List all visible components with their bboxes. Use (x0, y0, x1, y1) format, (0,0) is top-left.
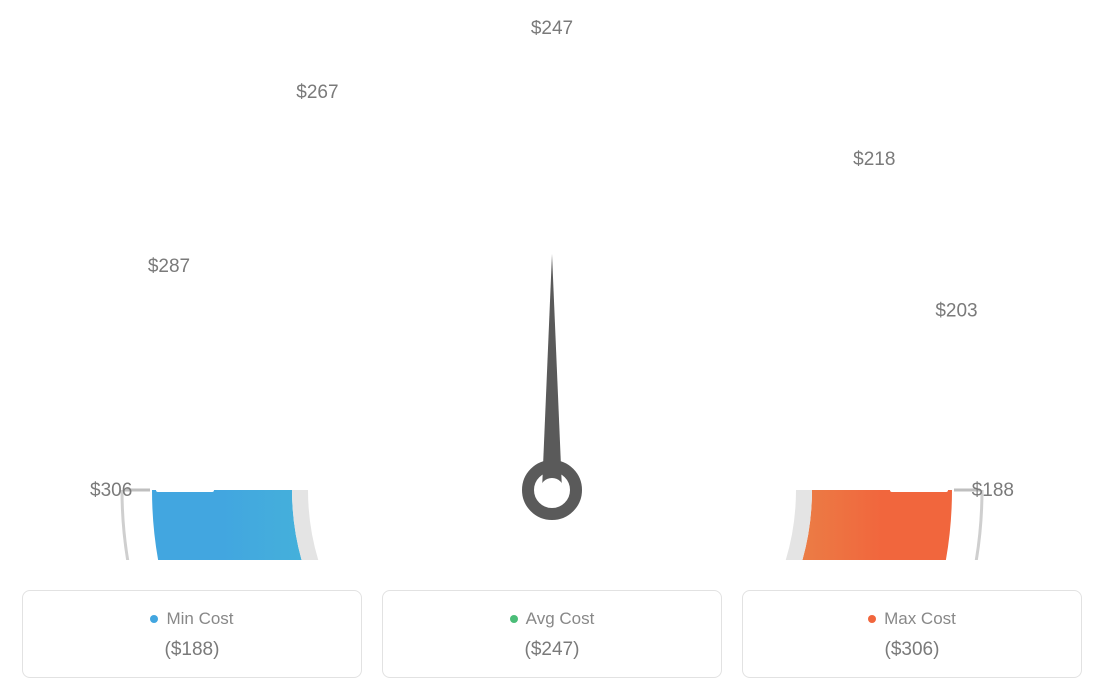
min-cost-value: ($188) (43, 639, 341, 661)
gauge-tick-label: $203 (935, 300, 977, 321)
gauge-tick (164, 424, 194, 429)
cost-gauge-chart: $188 $203 $218 $247 $267 $287 $306 Min Cost ($… (22, 20, 1082, 678)
avg-cost-label-row: Avg Cost (403, 609, 701, 629)
gauge-tick (866, 290, 892, 305)
avg-cost-label: Avg Cost (526, 609, 595, 629)
gauge-tick-label: $188 (972, 480, 1014, 501)
min-cost-dot-icon (150, 615, 158, 623)
gauge-tick (246, 241, 269, 260)
gauge-tick (645, 109, 653, 138)
gauge-tick (415, 121, 425, 149)
avg-cost-card: Avg Cost ($247) (382, 590, 722, 678)
max-cost-label-row: Max Cost (763, 609, 1061, 629)
gauge-tick-label: $267 (296, 82, 338, 103)
max-cost-value: ($306) (763, 639, 1061, 661)
min-cost-label-row: Min Cost (43, 609, 341, 629)
gauge-tick (731, 147, 746, 173)
gauge-needle-hub-inner (540, 478, 564, 502)
gauge-tick (789, 208, 827, 247)
gauge-tick (838, 247, 862, 266)
gauge-tick (180, 360, 208, 370)
gauge-tick-label: $287 (148, 256, 190, 277)
gauge-tick (352, 151, 379, 198)
gauge-tick (913, 438, 943, 442)
summary-cards: Min Cost ($188) Avg Cost ($247) Max Cost… (22, 590, 1082, 678)
avg-cost-dot-icon (510, 615, 518, 623)
gauge-tick (295, 191, 315, 214)
gauge-tick (865, 337, 915, 358)
gauge-tick-label: $218 (853, 149, 895, 170)
max-cost-label: Max Cost (884, 609, 956, 629)
min-cost-card: Min Cost ($188) (22, 590, 362, 678)
gauge-tick (207, 299, 254, 325)
gauge-tick-label: $247 (531, 20, 573, 39)
max-cost-dot-icon (868, 615, 876, 623)
gauge-needle (542, 254, 562, 490)
avg-cost-value: ($247) (403, 639, 701, 661)
min-cost-label: Min Cost (166, 609, 233, 629)
gauge-tick (482, 102, 487, 132)
gauge-tick (903, 386, 932, 394)
max-cost-card: Max Cost ($306) (742, 590, 1082, 678)
gauge-tick-label: $306 (90, 480, 132, 501)
gauge-svg: $188 $203 $218 $247 $267 $287 $306 (22, 20, 1082, 560)
